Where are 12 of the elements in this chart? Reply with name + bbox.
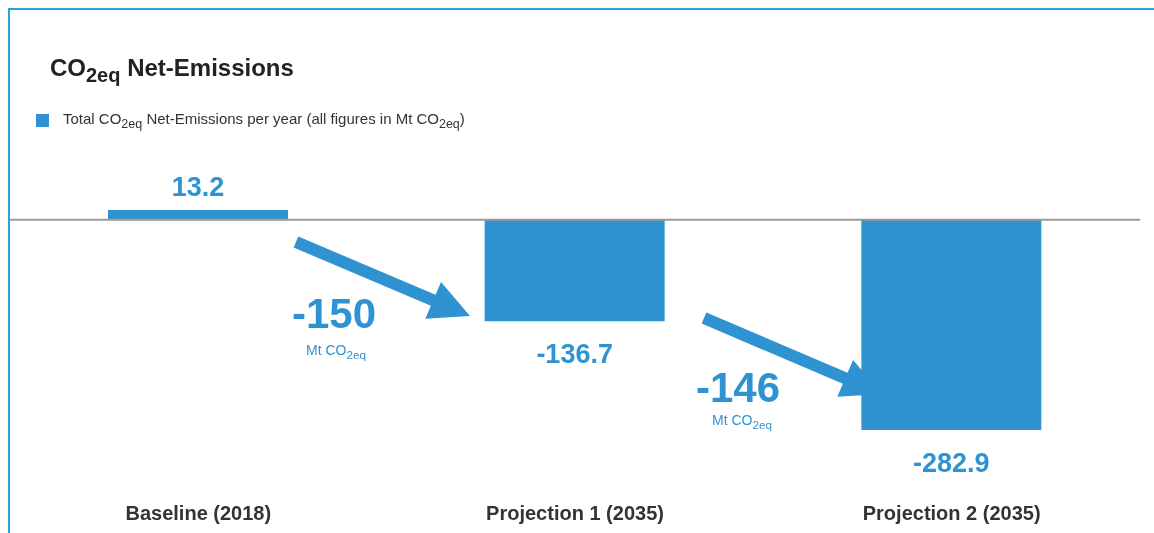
x-tick-label: Projection 2 (2035): [862, 502, 1041, 524]
annotation: -146: [696, 364, 781, 412]
annotation: Mt CO$_{2eq}$: [306, 342, 366, 361]
legend-label: Total CO$_{2eq}$ Net-Emissions per year (all figures in Mt CO$_{2eq}$): [63, 110, 465, 131]
annotation: Mt CO$_{2eq}$: [712, 412, 772, 431]
data-label: 13.2: [171, 172, 225, 202]
x-tick-label: Baseline (2018): [125, 502, 272, 524]
chart-title: CO$_{2eq}$ Net-Emissions: [50, 54, 294, 87]
data-label: -282.9: [913, 448, 990, 478]
data-label: -136.7: [536, 339, 613, 370]
annotation: -150: [292, 290, 377, 338]
x-tick-label: Projection 1 (2035): [486, 502, 664, 524]
